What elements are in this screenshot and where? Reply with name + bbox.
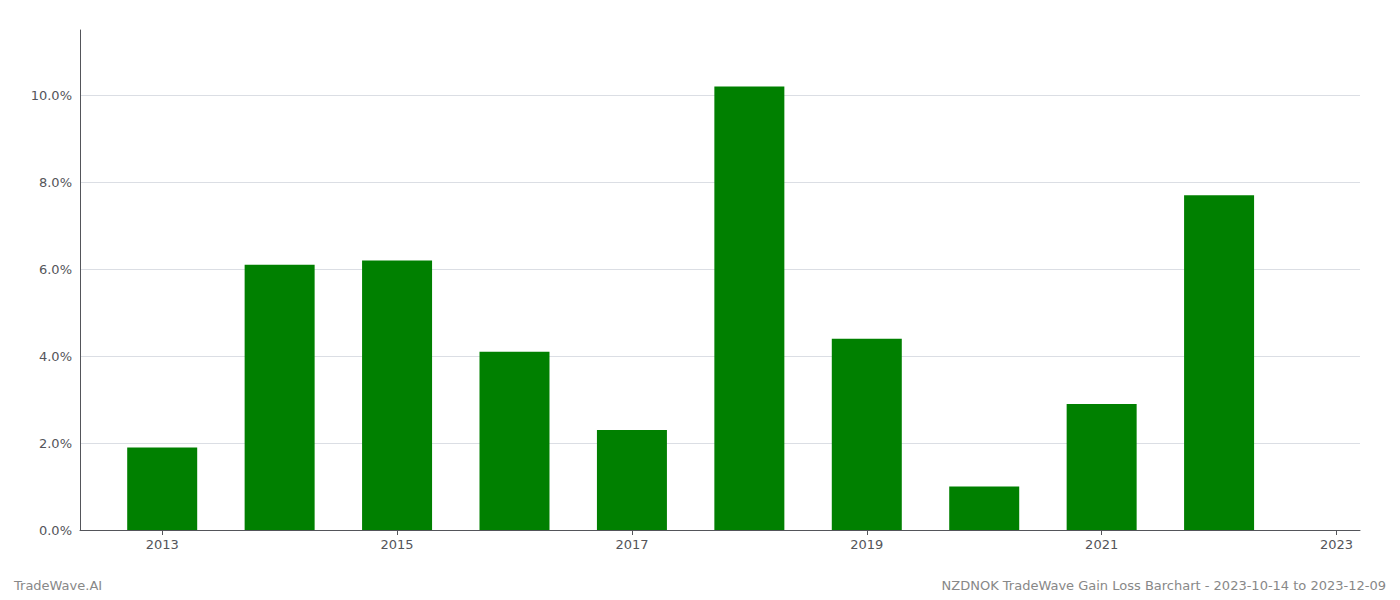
svg-text:2.0%: 2.0% — [39, 436, 72, 451]
svg-text:2021: 2021 — [1085, 537, 1118, 552]
svg-text:8.0%: 8.0% — [39, 175, 72, 190]
svg-text:0.0%: 0.0% — [39, 523, 72, 538]
svg-text:2023: 2023 — [1320, 537, 1353, 552]
svg-text:4.0%: 4.0% — [39, 349, 72, 364]
svg-text:2015: 2015 — [381, 537, 414, 552]
svg-text:2017: 2017 — [615, 537, 648, 552]
svg-text:10.0%: 10.0% — [31, 88, 72, 103]
svg-text:2019: 2019 — [850, 537, 883, 552]
svg-text:6.0%: 6.0% — [39, 262, 72, 277]
svg-text:NZDNOK TradeWave Gain Loss Bar: NZDNOK TradeWave Gain Loss Barchart - 20… — [942, 578, 1386, 593]
svg-text:2013: 2013 — [146, 537, 179, 552]
svg-text:TradeWave.AI: TradeWave.AI — [13, 578, 102, 593]
